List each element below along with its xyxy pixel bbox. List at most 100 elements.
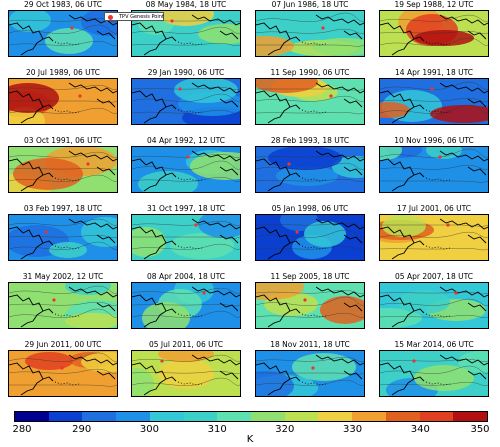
field-contour xyxy=(25,352,73,370)
coastline-north xyxy=(315,82,364,108)
colorbar xyxy=(14,411,488,422)
panel-title: 08 May 1984, 18 UTC xyxy=(145,0,227,9)
aleutian-islands xyxy=(425,245,451,250)
panel-title: 03 Feb 1997, 18 UTC xyxy=(23,204,103,213)
tpv-genesis-point xyxy=(430,87,434,91)
field-contour xyxy=(268,147,342,170)
map-panel: 18 Nov 2011, 18 UTC xyxy=(255,340,365,397)
aleutian-islands xyxy=(301,41,327,46)
coastline-asia xyxy=(132,226,177,260)
coastline-asia xyxy=(256,362,301,396)
coastline-asia xyxy=(380,294,425,328)
isotherm-line xyxy=(256,95,364,102)
map-panel: 31 May 2002, 12 UTC xyxy=(8,272,118,329)
coastline-asia xyxy=(256,294,301,328)
coastline-north xyxy=(68,354,117,380)
coastline-asia xyxy=(9,90,54,124)
isotherm-line xyxy=(9,218,117,226)
isotherm-line xyxy=(9,308,117,318)
isotherm-line xyxy=(380,148,488,158)
field-contour xyxy=(190,152,240,180)
isotherm-line xyxy=(256,44,364,47)
genesis-legend: TPV Genesis Point xyxy=(104,12,164,21)
panel-grid: 29 Oct 1983, 06 UTC 08 May 1984, 18 UTC 07… xyxy=(8,0,489,397)
isotherm-line xyxy=(256,162,364,170)
field-contour xyxy=(276,166,338,186)
temperature-map xyxy=(255,282,365,329)
coastline-asia xyxy=(9,22,54,56)
coastline-north xyxy=(315,14,364,40)
colorbar-tick-label: 280 xyxy=(12,424,32,435)
colorbar-segment xyxy=(48,412,83,421)
map-panel: 08 May 1984, 18 UTC xyxy=(131,0,241,57)
coastline-north xyxy=(68,14,117,40)
field-contour xyxy=(398,290,450,314)
temperature-map xyxy=(8,146,118,193)
field-contour xyxy=(256,36,294,56)
isotherm-line xyxy=(380,365,488,374)
coastline-asia xyxy=(380,226,425,260)
temperature-map xyxy=(8,350,118,397)
map-panel: 17 Jul 2001, 06 UTC xyxy=(379,204,489,261)
isotherm-line xyxy=(132,93,240,102)
temperature-map xyxy=(255,10,365,57)
isotherm-line xyxy=(9,352,117,362)
colorbar-tick-label: 330 xyxy=(343,424,363,435)
coastline-north xyxy=(315,354,364,380)
isotherm-line xyxy=(380,359,488,362)
map-panel: 05 Jan 1998, 06 UTC xyxy=(255,204,365,261)
aleutian-islands xyxy=(54,381,80,386)
isotherm-line xyxy=(256,12,364,22)
field-contour xyxy=(158,351,214,362)
coastline-north xyxy=(315,218,364,244)
coastline-north xyxy=(68,286,117,312)
coastline-asia xyxy=(132,90,177,124)
panel-title: 18 Nov 2011, 18 UTC xyxy=(270,340,350,349)
map-panel: 20 Jul 1989, 06 UTC xyxy=(8,68,118,125)
aleutian-islands xyxy=(177,177,203,182)
field-contour xyxy=(430,105,488,123)
tpv-genesis-point xyxy=(321,26,325,30)
tpv-genesis-point xyxy=(186,155,190,159)
panel-title: 29 Jun 2011, 00 UTC xyxy=(24,340,102,349)
isotherm-line xyxy=(132,177,240,182)
panel-title: 31 May 2002, 12 UTC xyxy=(22,272,104,281)
panel-title: 11 Sep 2005, 18 UTC xyxy=(270,272,350,281)
coastline-asia xyxy=(9,158,54,192)
isotherm-line xyxy=(380,298,488,306)
isotherm-line xyxy=(9,168,117,171)
field-contour xyxy=(382,215,426,237)
isotherm-line xyxy=(380,81,488,90)
aleutian-islands xyxy=(425,381,451,386)
map-panel: 29 Jan 1990, 06 UTC xyxy=(131,68,241,125)
isotherm-line xyxy=(380,224,488,227)
field-contour xyxy=(158,359,214,389)
colorbar-tick-label: 350 xyxy=(470,424,490,435)
aleutian-islands xyxy=(425,109,451,114)
tpv-genesis-point xyxy=(60,366,64,370)
coastline-asia xyxy=(380,90,425,124)
panel-title: 08 Apr 2004, 18 UTC xyxy=(147,272,225,281)
temperature-map xyxy=(131,350,241,397)
map-panel: 19 Sep 1988, 12 UTC xyxy=(379,0,489,57)
coastline-north xyxy=(439,150,488,176)
coastline-asia xyxy=(380,362,425,396)
isotherm-line xyxy=(132,377,240,386)
temperature-map xyxy=(255,146,365,193)
field-contour xyxy=(414,365,474,391)
tpv-genesis-point xyxy=(78,94,82,98)
isotherm-line xyxy=(9,384,117,387)
aleutian-islands xyxy=(54,245,80,250)
coastline-north xyxy=(68,218,117,244)
isotherm-line xyxy=(380,104,488,114)
panel-title: 10 Nov 1996, 06 UTC xyxy=(394,136,474,145)
coastline-north xyxy=(191,354,240,380)
isotherm-line xyxy=(9,24,117,34)
temperature-map xyxy=(8,10,118,57)
field-contour xyxy=(174,79,238,103)
map-panel: 29 Oct 1983, 06 UTC xyxy=(8,0,118,57)
coastline-north xyxy=(191,218,240,244)
aleutian-islands xyxy=(177,245,203,250)
temperature-map xyxy=(379,146,489,193)
aleutian-islands xyxy=(301,109,327,114)
